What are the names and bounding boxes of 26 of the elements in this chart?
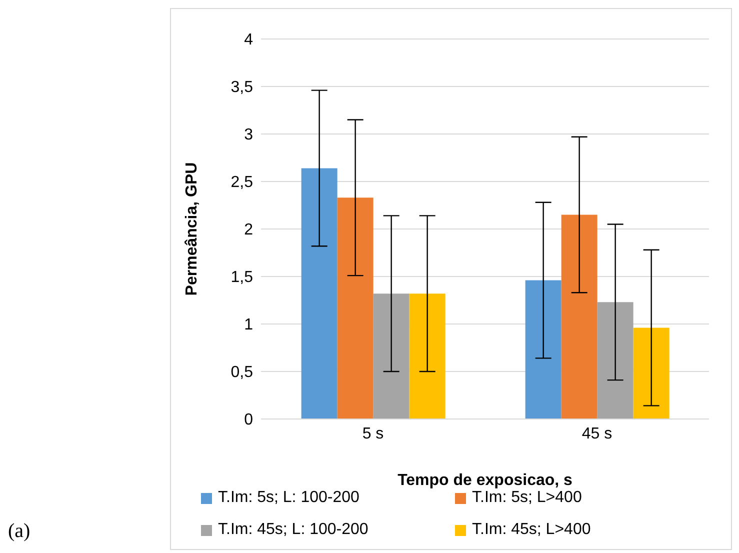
y-tick-label: 3: [244, 126, 254, 144]
bar: [597, 302, 634, 419]
y-tick-label: 2,5: [230, 174, 254, 192]
bar: [525, 280, 562, 419]
legend-label: T.Im: 45s; L: 100-200: [218, 521, 368, 539]
legend-label: T.Im: 5s; L: 100-200: [218, 489, 360, 507]
bar: [633, 328, 670, 419]
x-axis-title: Tempo de exposicao, s: [398, 472, 573, 489]
y-tick-label: 2: [244, 222, 254, 239]
y-tick-label: 0: [244, 412, 254, 429]
bar: [301, 168, 338, 419]
y-tick-label: 1,5: [230, 269, 254, 286]
y-axis-title: Permeância, GPU: [184, 162, 201, 296]
bar: [373, 294, 410, 419]
bar: [337, 198, 374, 419]
bar: [409, 294, 446, 419]
legend-label: T.Im: 45s; L>400: [472, 521, 591, 539]
y-tick-label: 3,5: [230, 79, 254, 96]
bar: [561, 214, 598, 419]
y-tick-label: 4: [244, 32, 254, 49]
x-tick-label: 45 s: [582, 425, 612, 442]
y-tick-label: 1: [244, 316, 254, 334]
legend-label: T.Im: 5s; L>400: [472, 489, 582, 507]
text: (a): [8, 520, 30, 543]
y-tick-label: 0,5: [230, 364, 254, 382]
x-tick-label: 5 s: [362, 425, 384, 442]
